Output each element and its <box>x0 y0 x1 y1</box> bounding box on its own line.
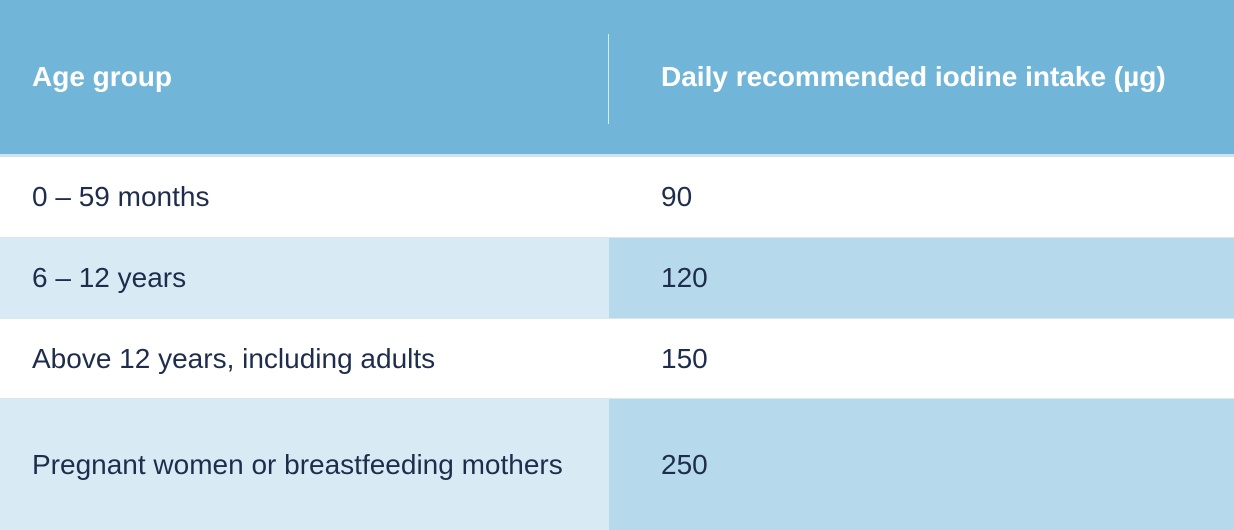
intake-cell: 250 <box>609 399 1234 530</box>
intake-cell: 150 <box>609 319 1234 398</box>
table-row: 0 – 59 months 90 <box>0 157 1234 238</box>
header-daily-intake: Daily recommended iodine intake (µg) <box>661 61 1166 92</box>
table-row: 6 – 12 years 120 <box>0 238 1234 319</box>
age-group-cell: 6 – 12 years <box>0 238 609 318</box>
table-row: Above 12 years, including adults 150 <box>0 319 1234 399</box>
table-header: Age group Daily recommended iodine intak… <box>0 0 1234 157</box>
header-age-group: Age group <box>0 0 609 154</box>
table-row: Pregnant women or breastfeeding mothers … <box>0 399 1234 530</box>
age-group-cell: Pregnant women or breastfeeding mothers <box>0 399 609 530</box>
intake-cell: 120 <box>609 238 1234 318</box>
intake-cell: 90 <box>609 157 1234 237</box>
age-group-cell: Above 12 years, including adults <box>0 319 609 398</box>
age-group-cell: 0 – 59 months <box>0 157 609 237</box>
